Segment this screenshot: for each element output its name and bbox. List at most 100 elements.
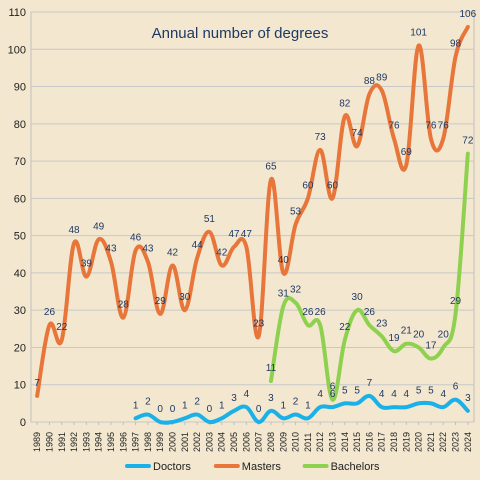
data-label-doctors: 1 <box>305 400 311 411</box>
data-label-doctors: 1 <box>280 400 286 411</box>
data-label-doctors: 1 <box>182 400 188 411</box>
data-label-doctors: 3 <box>465 393 471 404</box>
data-label-bachelors: 17 <box>425 341 437 352</box>
data-label-bachelors: 23 <box>376 318 388 329</box>
x-tick-label: 1997 <box>131 432 141 452</box>
data-label-doctors: 6 <box>330 389 336 400</box>
x-tick-label: 2001 <box>180 432 190 452</box>
data-label-doctors: 0 <box>256 404 262 415</box>
data-label-bachelors: 32 <box>290 285 302 296</box>
data-label-bachelors: 19 <box>388 333 400 344</box>
data-label-masters: 89 <box>376 72 388 83</box>
x-tick-label: 2011 <box>303 433 313 452</box>
x-tick-label: 2022 <box>438 432 448 452</box>
x-tick-label: 2002 <box>192 432 202 452</box>
x-tick-label: 2019 <box>401 432 411 452</box>
y-tick-label: 30 <box>14 305 26 317</box>
data-label-masters: 51 <box>204 214 216 225</box>
data-label-masters: 23 <box>253 318 265 329</box>
data-label-masters: 106 <box>460 9 477 20</box>
data-label-doctors: 0 <box>170 404 176 415</box>
data-label-masters: 47 <box>228 229 240 240</box>
x-tick-label: 2009 <box>278 432 288 452</box>
data-label-masters: 69 <box>401 147 413 158</box>
y-tick-label: 40 <box>14 268 26 280</box>
x-tick-label: 2006 <box>241 432 251 452</box>
data-label-doctors: 2 <box>194 397 200 408</box>
data-label-bachelors: 26 <box>302 307 314 318</box>
series-line-bachelors <box>268 151 470 402</box>
data-label-masters: 22 <box>56 322 68 333</box>
x-tick-label: 2010 <box>291 432 301 452</box>
data-label-masters: 82 <box>339 98 351 109</box>
y-tick-label: 110 <box>8 7 26 19</box>
data-label-bachelors: 21 <box>401 326 413 337</box>
data-label-bachelors: 29 <box>450 296 462 307</box>
data-label-bachelors: 20 <box>413 329 425 340</box>
data-label-masters: 7 <box>34 378 40 389</box>
x-tick-label: 1990 <box>44 432 54 452</box>
data-label-doctors: 4 <box>440 389 446 400</box>
grid <box>30 11 475 423</box>
data-label-doctors: 5 <box>416 385 422 396</box>
data-label-masters: 26 <box>44 307 56 318</box>
data-label-masters: 60 <box>327 180 339 191</box>
data-label-bachelors: 26 <box>364 307 376 318</box>
series-line-masters <box>35 24 470 398</box>
data-label-masters: 42 <box>167 247 179 258</box>
x-tick-label: 2012 <box>315 432 325 452</box>
data-label-doctors: 7 <box>367 378 373 389</box>
data-label-masters: 76 <box>388 121 400 132</box>
x-tick-label: 2015 <box>352 432 362 452</box>
data-label-masters: 65 <box>265 162 277 173</box>
y-tick-label: 10 <box>14 380 26 392</box>
x-tick-label: 2008 <box>266 432 276 452</box>
x-tick-label: 1998 <box>143 432 153 452</box>
x-tick-label: 1994 <box>94 432 104 452</box>
x-tick-label: 1999 <box>155 432 165 452</box>
data-label-doctors: 4 <box>391 389 397 400</box>
y-tick-label: 90 <box>14 82 26 94</box>
x-tick-label: 2000 <box>168 432 178 452</box>
y-tick-label: 0 <box>20 417 26 429</box>
data-label-bachelors: 31 <box>278 288 290 299</box>
data-label-doctors: 5 <box>428 385 434 396</box>
data-label-doctors: 6 <box>453 382 459 393</box>
data-label-masters: 49 <box>93 221 105 232</box>
legend-label-doctors: Doctors <box>153 461 191 473</box>
y-tick-label: 50 <box>14 231 26 243</box>
data-label-masters: 42 <box>216 247 228 258</box>
data-label-masters: 40 <box>278 255 290 266</box>
data-label-doctors: 2 <box>293 397 299 408</box>
x-tick-label: 1993 <box>81 432 91 452</box>
data-label-bachelors: 11 <box>266 363 277 374</box>
x-tick-label: 2021 <box>426 432 436 452</box>
series-line-doctors <box>133 393 470 425</box>
data-label-bachelors: 6 <box>330 382 336 393</box>
data-label-bachelors: 30 <box>352 292 364 303</box>
x-tick-label: 2017 <box>377 432 387 452</box>
y-tick-label: 60 <box>14 193 26 205</box>
data-label-masters: 73 <box>315 132 327 143</box>
x-tick-label: 1992 <box>69 432 79 452</box>
legend-label-bachelors: Bachelors <box>331 461 380 473</box>
x-tick-label: 2023 <box>451 432 461 452</box>
x-tick-label: 2003 <box>204 432 214 452</box>
data-label-doctors: 3 <box>268 393 274 404</box>
x-tick-label: 1989 <box>32 432 42 452</box>
y-tick-label: 20 <box>14 342 26 354</box>
data-label-doctors: 1 <box>219 400 225 411</box>
x-tick-label: 2018 <box>389 432 399 452</box>
x-tick-label: 1996 <box>118 432 128 452</box>
data-label-masters: 47 <box>241 229 253 240</box>
data-label-doctors: 4 <box>244 389 250 400</box>
data-label-doctors: 5 <box>342 385 348 396</box>
data-label-masters: 43 <box>142 244 154 255</box>
data-label-doctors: 4 <box>404 389 410 400</box>
data-label-masters: 44 <box>192 240 204 251</box>
data-label-masters: 53 <box>290 206 302 217</box>
y-tick-label: 100 <box>8 44 26 56</box>
data-label-doctors: 1 <box>133 400 139 411</box>
